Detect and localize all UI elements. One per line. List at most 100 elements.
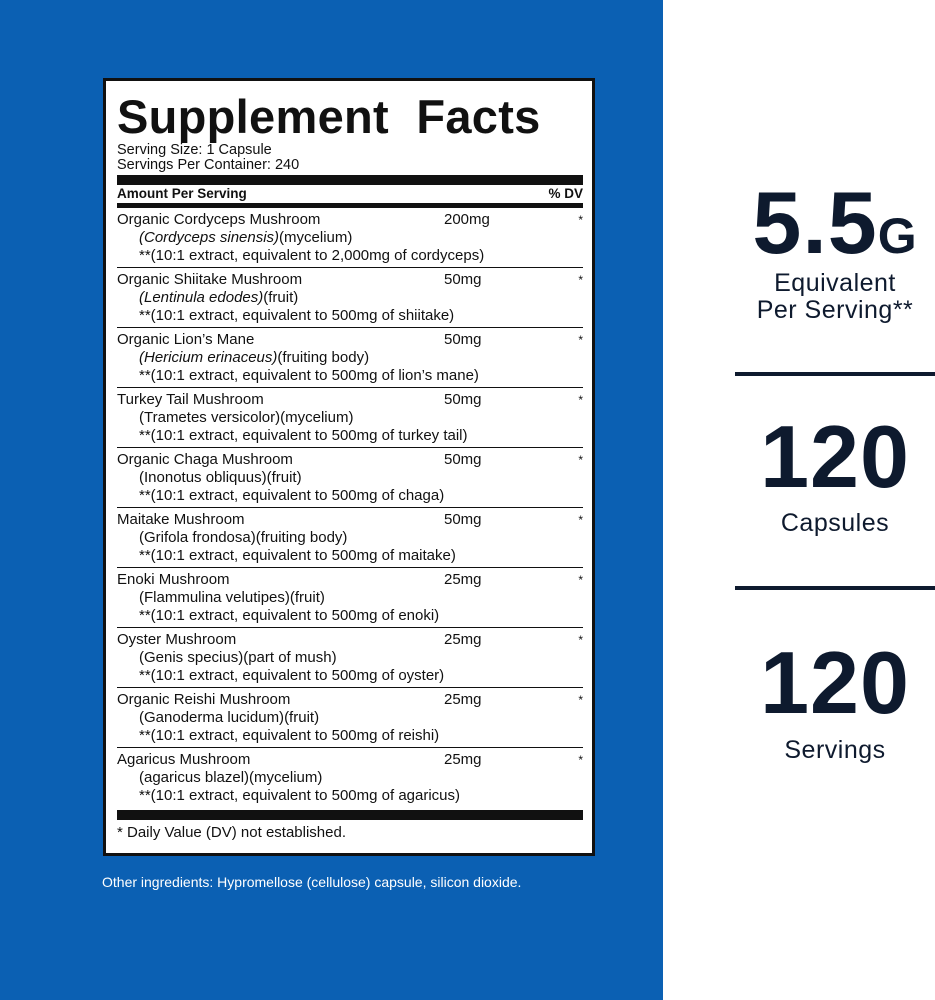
plant-part: (part of mush) xyxy=(243,649,337,666)
thick-rule xyxy=(117,810,583,820)
serving-size: Serving Size: 1 Capsule xyxy=(117,142,272,158)
ingredient-amount: 50mg xyxy=(444,391,482,408)
stat-value: 5.5G xyxy=(735,178,935,281)
ingredient-row: Oyster Mushroom 25mg * (Genis specius)(part… xyxy=(117,628,583,688)
latin-name: (Flammulina velutipes) xyxy=(139,589,290,606)
extract-note: **(10:1 extract, equivalent to 500mg of … xyxy=(139,547,456,564)
ingredient-amount: 50mg xyxy=(444,271,482,288)
stat-label-line: Per Serving** xyxy=(756,296,914,324)
ingredient-source: (Grifola frondosa)(fruiting body) xyxy=(117,529,583,547)
ingredient-source: (Lentinula edodes)(fruit) xyxy=(117,289,583,307)
latin-name: (Hericium erinaceus) xyxy=(139,349,278,366)
ingredient-source: (Genis specius)(part of mush) xyxy=(117,649,583,667)
stat-label-line: Capsules xyxy=(780,509,890,537)
ingredient-name: Organic Shiitake Mushroom xyxy=(117,271,303,288)
stat-number: 120 xyxy=(760,407,910,506)
ingredient-amount: 50mg xyxy=(444,331,482,348)
latin-name: (Inonotus obliquus) xyxy=(139,469,267,486)
divider xyxy=(735,586,935,590)
facts-title: Supplement Facts xyxy=(117,90,541,143)
ingredient-source: (Flammulina velutipes)(fruit) xyxy=(117,589,583,607)
ingredient-row: Maitake Mushroom 50mg * (Grifola frondosa)(… xyxy=(117,508,583,568)
ingredient-row: Enoki Mushroom 25mg * (Flammulina velutipes… xyxy=(117,568,583,628)
stat-label-line: Servings xyxy=(784,736,886,764)
extract-note: **(10:1 extract, equivalent to 2,000mg o… xyxy=(139,247,485,264)
ingredient-name: Enoki Mushroom xyxy=(117,571,230,588)
ingredient-source: (agaricus blazel)(mycelium) xyxy=(117,769,583,787)
ingredient-name: Organic Lion’s Mane xyxy=(117,331,255,348)
ingredient-row: Agaricus Mushroom 25mg * (agaricus blazel)(… xyxy=(117,748,583,808)
ingredient-dv: * xyxy=(578,513,583,527)
plant-part: (mycelium) xyxy=(280,409,354,426)
dv-header: % DV xyxy=(548,186,583,201)
ingredient-amount: 25mg xyxy=(444,571,482,588)
plant-part: (mycelium) xyxy=(249,769,323,786)
plant-part: (mycelium) xyxy=(279,229,353,246)
ingredient-row: Organic Chaga Mushroom 50mg * (Inonotus obl… xyxy=(117,448,583,508)
divider xyxy=(735,372,935,376)
thick-rule xyxy=(117,175,583,185)
ingredient-amount: 25mg xyxy=(444,691,482,708)
ingredient-dv: * xyxy=(578,453,583,467)
stat-number: 5.5 xyxy=(752,173,878,272)
ingredient-name: Agaricus Mushroom xyxy=(117,751,251,768)
plant-part: (fruit) xyxy=(289,589,325,606)
ingredient-row: Organic Cordyceps Mushroom 200mg * (Cordyce… xyxy=(117,208,583,268)
plant-part: (fruiting body) xyxy=(277,349,370,366)
latin-name: (Grifola frondosa) xyxy=(139,529,256,546)
ingredient-source: (Inonotus obliquus)(fruit) xyxy=(117,469,583,487)
latin-name: (agaricus blazel) xyxy=(139,769,250,786)
stat-unit: G xyxy=(877,208,918,264)
ingredient-amount: 25mg xyxy=(444,751,482,768)
ingredient-dv: * xyxy=(578,273,583,287)
stat-label-line: Equivalent xyxy=(774,269,896,297)
stat-label: Equivalent Per Serving** xyxy=(735,270,935,324)
stat-value: 120 xyxy=(735,412,935,502)
ingredient-name: Organic Cordyceps Mushroom xyxy=(117,211,321,228)
ingredient-row: Organic Lion’s Mane 50mg * (Hericium erinac… xyxy=(117,328,583,388)
latin-name: (Ganoderma lucidum) xyxy=(139,709,285,726)
medium-rule xyxy=(117,203,583,208)
ingredient-source: (Ganoderma lucidum)(fruit) xyxy=(117,709,583,727)
ingredient-dv: * xyxy=(578,213,583,227)
ingredient-source: (Hericium erinaceus)(fruiting body) xyxy=(117,349,583,367)
plant-part: (fruit) xyxy=(263,289,299,306)
latin-name: (Lentinula edodes) xyxy=(139,289,264,306)
ingredient-name: Organic Reishi Mushroom xyxy=(117,691,291,708)
servings-per-container: Servings Per Container: 240 xyxy=(117,157,300,173)
ingredient-row: Turkey Tail Mushroom 50mg * (Trametes versi… xyxy=(117,388,583,448)
extract-note: **(10:1 extract, equivalent to 500mg of … xyxy=(139,727,440,744)
ingredient-amount: 25mg xyxy=(444,631,482,648)
plant-part: (fruiting body) xyxy=(255,529,348,546)
extract-note: **(10:1 extract, equivalent to 500mg of … xyxy=(139,367,479,384)
ingredient-dv: * xyxy=(578,573,583,587)
ingredient-list: Organic Cordyceps Mushroom 200mg * (Cordyce… xyxy=(117,208,583,808)
ingredient-row: Organic Reishi Mushroom 25mg * (Ganoderma l… xyxy=(117,688,583,748)
amount-header: Amount Per Serving xyxy=(117,186,247,201)
extract-note: **(10:1 extract, equivalent to 500mg of … xyxy=(139,307,455,324)
ingredient-row: Organic Shiitake Mushroom 50mg * (Lentinula… xyxy=(117,268,583,328)
ingredient-amount: 50mg xyxy=(444,511,482,528)
stat-label: Servings xyxy=(735,737,935,764)
extract-note: **(10:1 extract, equivalent to 500mg of … xyxy=(139,487,445,504)
extract-note: **(10:1 extract, equivalent to 500mg of … xyxy=(139,607,440,624)
supplement-facts-panel: Supplement Facts Serving Size: 1 Capsule… xyxy=(103,78,595,856)
extract-note: **(10:1 extract, equivalent to 500mg of … xyxy=(139,427,468,444)
ingredient-source: (Trametes versicolor)(mycelium) xyxy=(117,409,583,427)
extract-note: **(10:1 extract, equivalent to 500mg of … xyxy=(139,787,461,804)
stat-label: Capsules xyxy=(735,510,935,537)
plant-part: (fruit) xyxy=(266,469,302,486)
ingredient-name: Maitake Mushroom xyxy=(117,511,245,528)
stat-value: 120 xyxy=(735,638,935,728)
ingredient-dv: * xyxy=(578,393,583,407)
column-header: Amount Per Serving % DV xyxy=(117,185,583,203)
ingredient-amount: 200mg xyxy=(444,211,490,228)
ingredient-name: Organic Chaga Mushroom xyxy=(117,451,293,468)
ingredient-dv: * xyxy=(578,753,583,767)
ingredient-name: Turkey Tail Mushroom xyxy=(117,391,264,408)
ingredient-name: Oyster Mushroom xyxy=(117,631,237,648)
stat-number: 120 xyxy=(760,633,910,732)
ingredient-source: (Cordyceps sinensis)(mycelium) xyxy=(117,229,583,247)
ingredient-amount: 50mg xyxy=(444,451,482,468)
